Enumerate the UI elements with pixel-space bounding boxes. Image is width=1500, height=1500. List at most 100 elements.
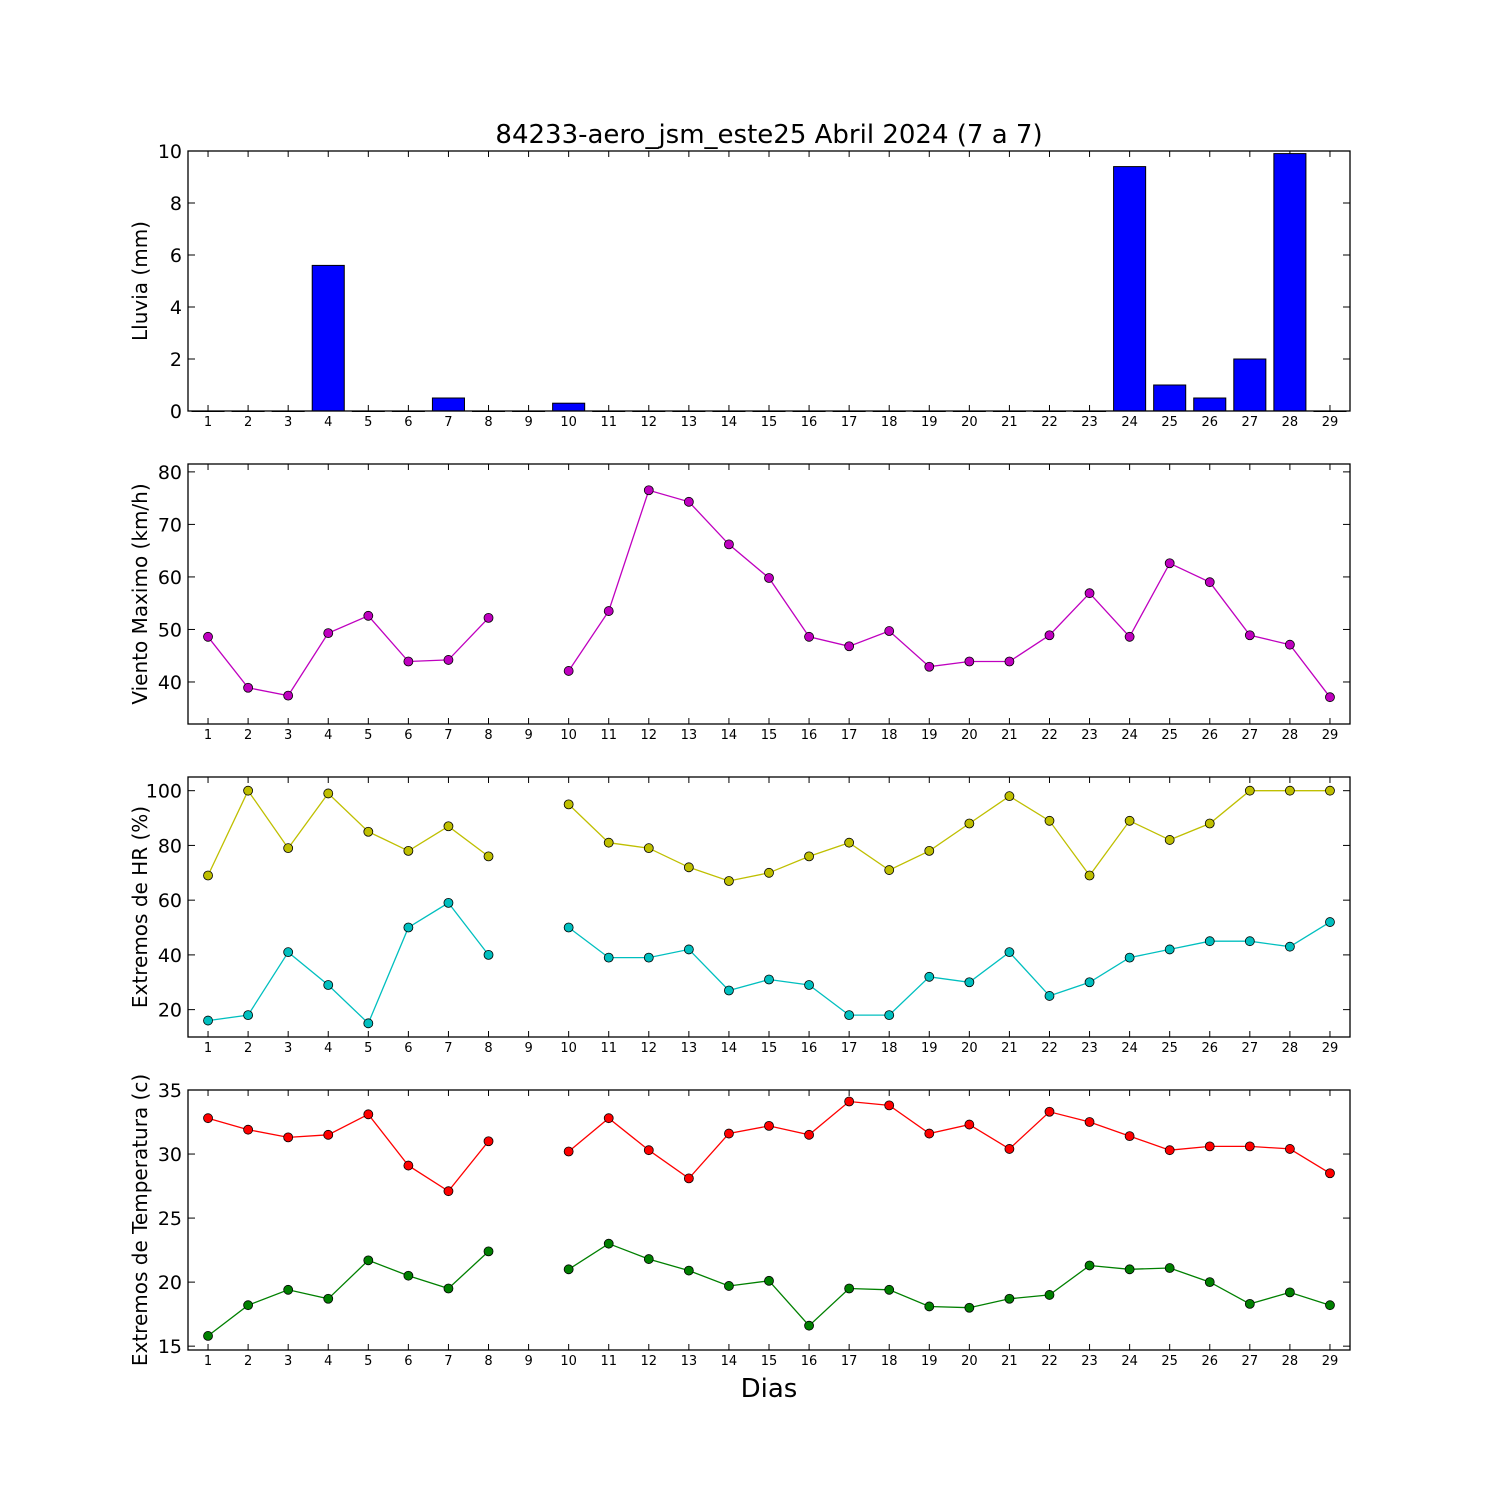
x-tick-label: 7 [444,1354,452,1369]
y-tick-label: 6 [170,245,182,267]
data-point [323,980,334,990]
bar [311,264,345,412]
x-tick-label: 27 [1242,1041,1259,1056]
x-tick-label: 4 [324,1041,332,1056]
data-point [483,949,494,960]
data-point [1284,941,1295,952]
data-point [203,1331,213,1341]
x-tick-label: 8 [484,1354,492,1369]
x-tick-label: 2 [244,415,252,430]
x-tick-label: 9 [524,1354,532,1369]
y-axis-label: Extremos de HR (%) [128,806,152,1008]
bar [431,397,465,412]
data-point [563,666,574,676]
x-tick-label: 13 [681,728,698,743]
y-tick-label: 80 [158,462,182,484]
series-line [207,615,489,697]
bar [1193,397,1227,412]
data-point [1284,639,1295,650]
x-tick-label: 15 [761,1354,778,1369]
data-point [884,626,895,636]
x-tick-label: 18 [881,1354,898,1369]
data-point [323,788,334,799]
x-tick-label: 9 [524,728,532,743]
data-point [563,1264,574,1275]
figure-title: 84233-aero_jsm_este25 Abril 2024 (7 a 7) [495,120,1042,150]
x-tick-label: 2 [244,728,252,743]
data-point [603,1113,614,1124]
data-point [643,1145,654,1156]
data-point [1164,944,1175,955]
x-tick-label: 27 [1242,415,1259,430]
data-point [764,1275,774,1286]
x-tick-label: 3 [284,728,292,743]
x-tick-label: 12 [641,415,658,430]
data-point [724,1128,734,1139]
x-tick-label: 5 [364,1354,372,1369]
data-point [1044,991,1055,1001]
y-tick-label: 2 [170,349,182,371]
x-tick-label: 23 [1081,1041,1098,1056]
y-tick-label: 70 [158,514,182,536]
data-point [1284,1144,1295,1154]
y-tick-label: 40 [158,945,182,967]
data-point [443,1186,454,1197]
x-tick-label: 7 [444,728,452,743]
x-tick-label: 11 [600,1354,617,1369]
x-tick-label: 14 [721,728,738,743]
data-point [1044,1106,1055,1117]
series-line [568,1242,1331,1327]
x-tick-label: 25 [1161,728,1178,743]
data-point [643,1254,654,1264]
x-tick-label: 28 [1282,728,1299,743]
data-point [203,870,213,881]
x-tick-label: 8 [484,728,492,743]
y-tick-label: 30 [158,1144,182,1166]
x-tick-label: 9 [524,415,532,430]
data-point [804,1129,814,1140]
data-point [1004,656,1015,667]
x-tick-label: 2 [244,1354,252,1369]
data-point [804,1320,814,1331]
data-point [283,1284,294,1295]
data-point [884,1100,895,1111]
bar [552,402,586,412]
y-tick-label: 35 [158,1080,182,1102]
x-tick-label: 24 [1121,1041,1138,1056]
x-tick-label: 26 [1201,1041,1218,1056]
x-tick-label: 19 [921,1041,938,1056]
data-point [363,1255,374,1266]
y-tick-label: 0 [170,401,182,423]
data-point [243,1300,254,1311]
x-tick-label: 22 [1041,1041,1058,1056]
data-point [403,922,414,933]
x-tick-label: 22 [1041,728,1058,743]
data-point [1164,835,1175,845]
data-point [603,606,614,616]
x-tick-label: 7 [444,415,452,430]
data-point [283,947,294,958]
data-point [884,865,895,875]
series-line [207,1250,489,1337]
x-tick-label: 25 [1161,415,1178,430]
data-point [283,690,294,701]
y-axis-label: Extremos de Temperatura (c) [128,1074,152,1366]
x-tick-label: 3 [284,415,292,430]
data-point [844,641,855,652]
x-tick-label: 21 [1001,415,1018,430]
data-point [563,1146,574,1157]
series-line [207,902,490,1025]
bar [1273,153,1307,412]
x-tick-label: 4 [324,1354,332,1369]
data-point [1044,1290,1055,1300]
y-tick-label: 15 [158,1336,182,1358]
data-point [643,952,654,963]
data-point [724,985,734,996]
data-point [844,1283,855,1294]
x-tick-label: 26 [1201,728,1218,743]
x-tick-label: 28 [1282,1041,1299,1056]
x-tick-label: 18 [881,1041,898,1056]
